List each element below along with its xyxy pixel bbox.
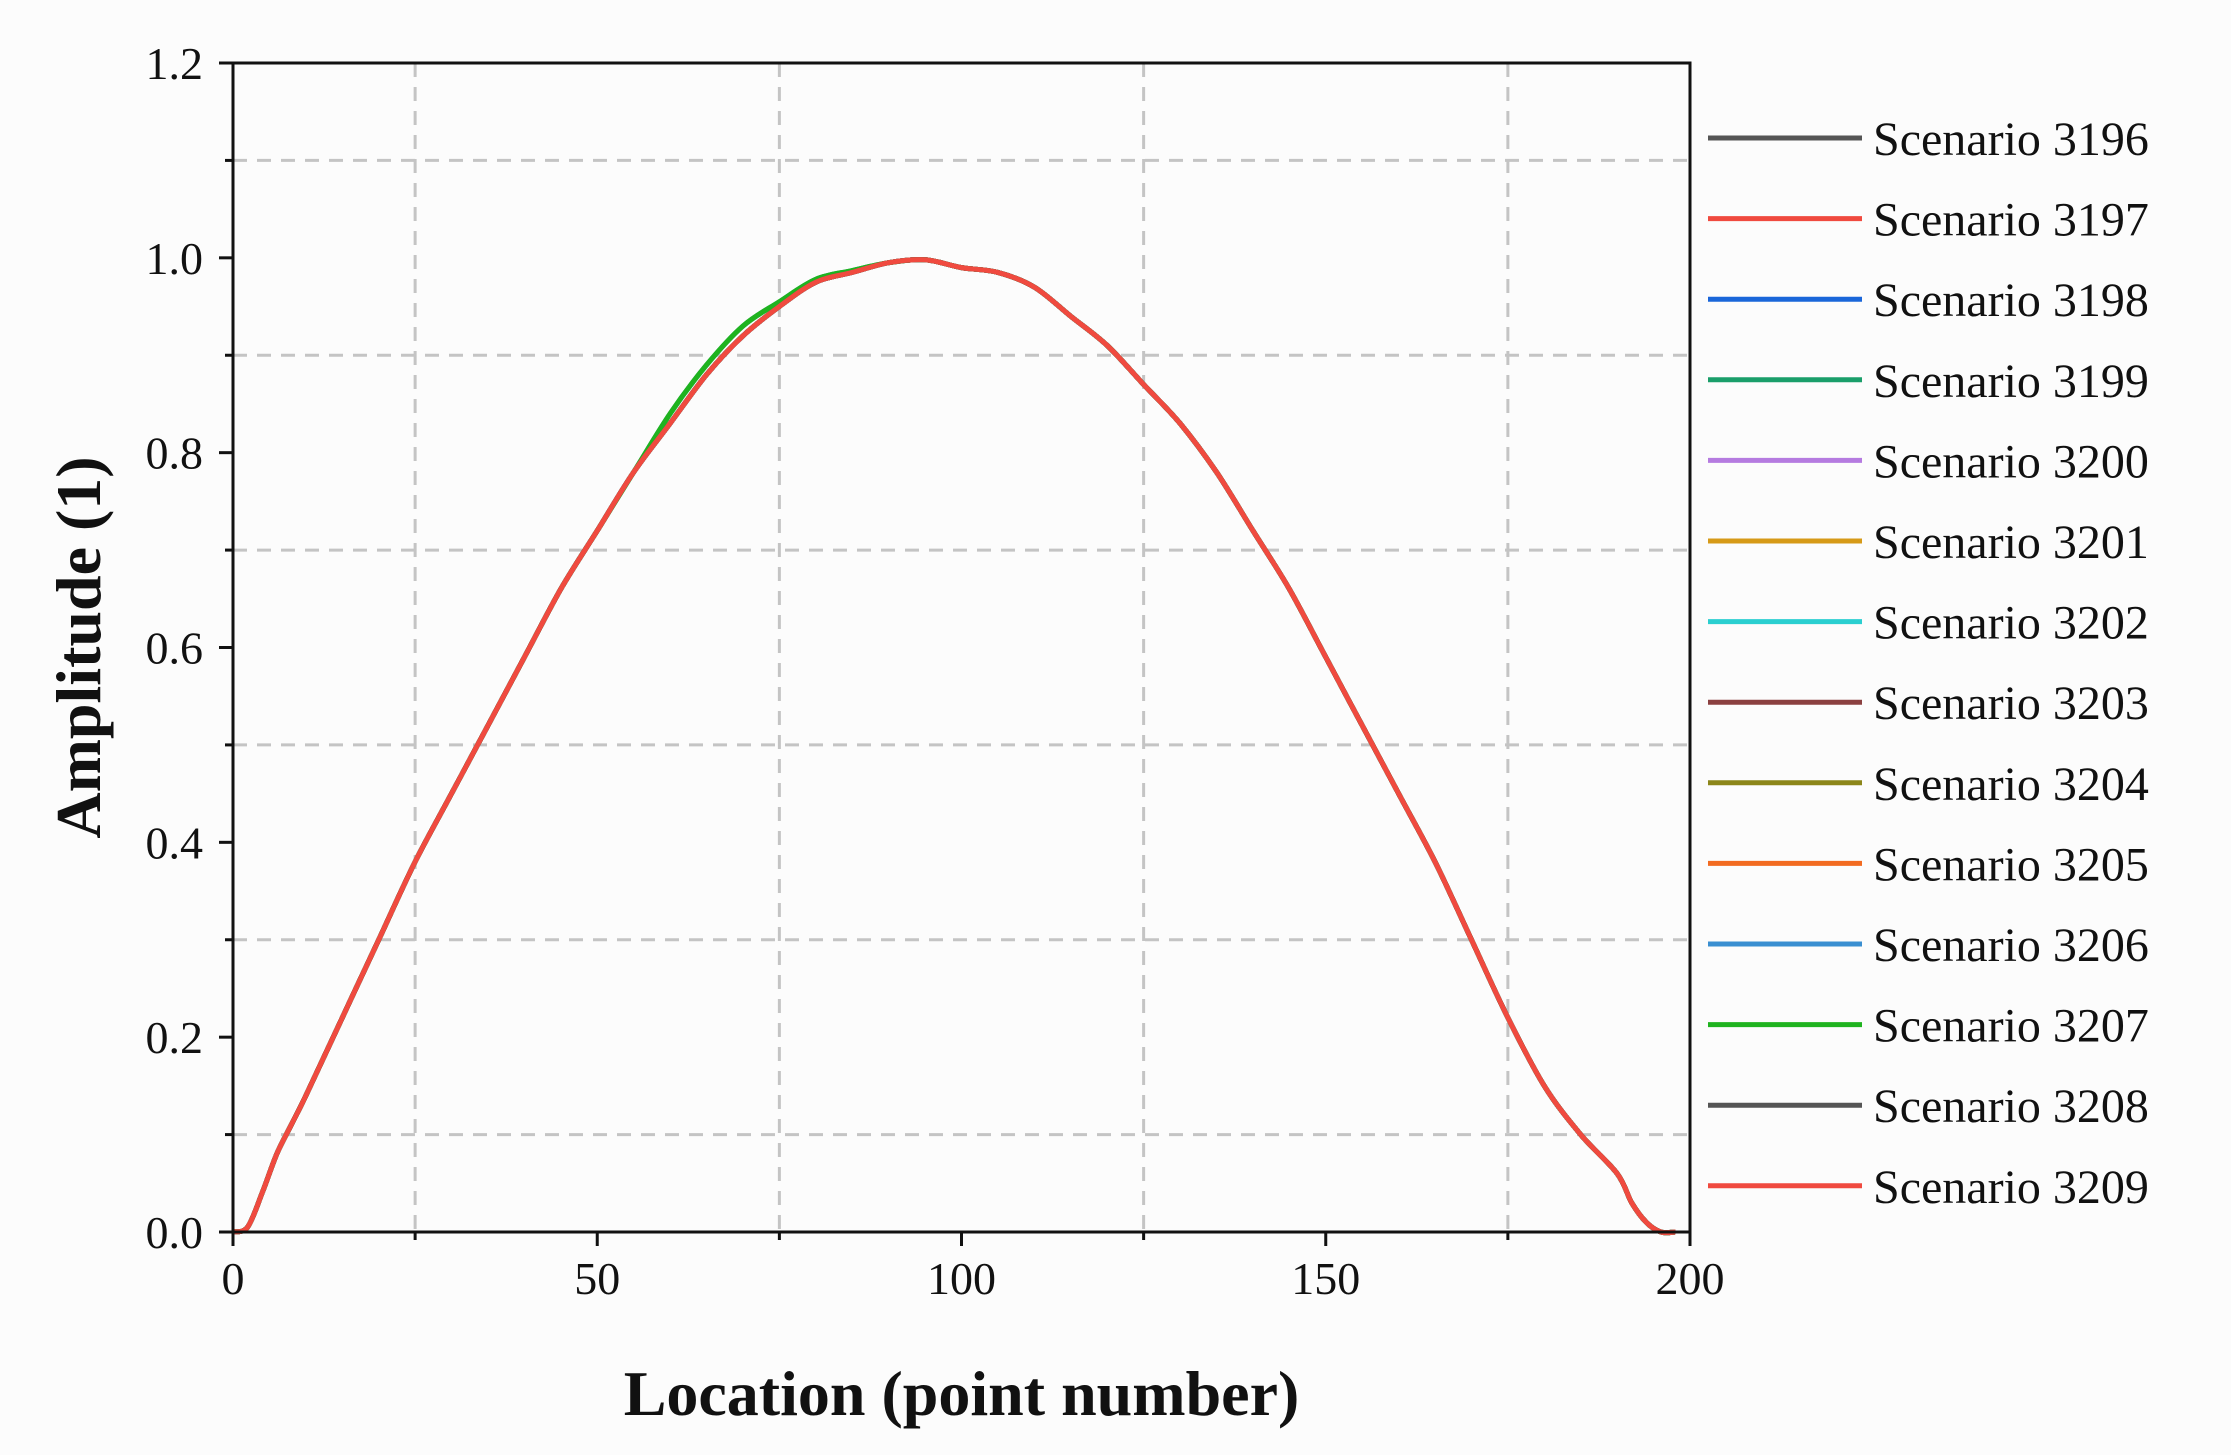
x-tick-label: 100 — [927, 1253, 996, 1304]
y-tick-label: 1.0 — [146, 233, 204, 284]
legend-label: Scenario 3198 — [1873, 274, 2149, 327]
x-axis-title: Location (point number) — [624, 1358, 1300, 1429]
x-tick-label: 200 — [1656, 1253, 1725, 1304]
y-tick-label: 0.4 — [146, 817, 204, 868]
legend-label: Scenario 3203 — [1873, 677, 2149, 730]
legend-label: Scenario 3199 — [1873, 355, 2149, 408]
legend-label: Scenario 3196 — [1873, 113, 2149, 166]
legend-label: Scenario 3205 — [1873, 838, 2149, 891]
legend-label: Scenario 3208 — [1873, 1080, 2149, 1133]
x-tick-label: 0 — [222, 1253, 245, 1304]
y-tick-label: 0.8 — [146, 428, 204, 479]
grid — [233, 63, 1690, 1232]
y-axis: 0.0 0.2 0.4 0.6 0.8 1.0 1.2 — [146, 38, 233, 1258]
y-tick-label: 0.2 — [146, 1012, 204, 1063]
series-lines — [232, 257, 1676, 1236]
y-tick-label: 0.0 — [146, 1207, 204, 1258]
legend-label: Scenario 3204 — [1873, 758, 2149, 811]
legend-label: Scenario 3207 — [1873, 1000, 2149, 1053]
legend-label: Scenario 3200 — [1873, 435, 2149, 488]
legend-label: Scenario 3206 — [1873, 919, 2149, 972]
series-line-scenario-3209 — [232, 257, 1676, 1236]
legend: Scenario 3196 Scenario 3197 Scenario 3198 S… — [1708, 113, 2149, 1214]
y-tick-label: 1.2 — [146, 38, 204, 89]
legend-label: Scenario 3201 — [1873, 516, 2149, 569]
legend-label: Scenario 3202 — [1873, 597, 2149, 650]
x-tick-label: 150 — [1291, 1253, 1360, 1304]
y-tick-label: 0.6 — [146, 623, 204, 674]
legend-label: Scenario 3209 — [1873, 1161, 2149, 1214]
x-axis: 0 50 100 150 200 — [222, 1232, 1725, 1304]
y-axis-title: Amplitude (1) — [43, 456, 114, 838]
legend-label: Scenario 3197 — [1873, 194, 2149, 247]
x-tick-label: 50 — [574, 1253, 620, 1304]
